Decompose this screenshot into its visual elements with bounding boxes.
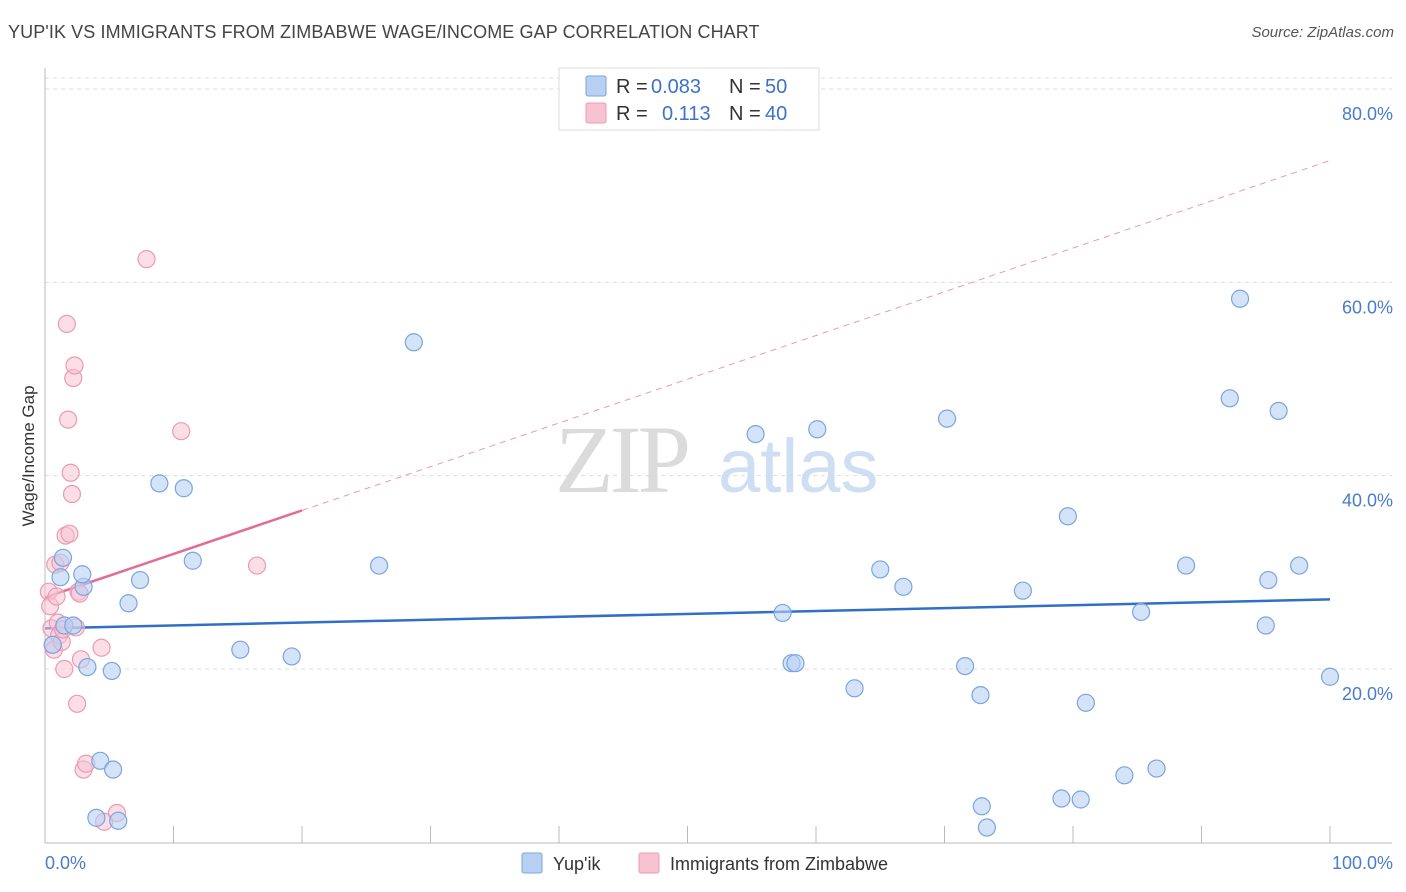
data-point-zimbabwe	[62, 484, 82, 504]
data-point-yupik	[51, 568, 70, 587]
legend-label-yupik[interactable]: Yup'ik	[553, 854, 601, 874]
data-point-yupik	[1256, 616, 1275, 635]
trend-lines	[44, 160, 1331, 630]
data-point-yupik	[102, 661, 121, 681]
chart-title: YUP'IK VS IMMIGRANTS FROM ZIMBABWE WAGE/…	[8, 22, 760, 42]
stats-n-label-yupik: N =	[729, 76, 761, 98]
data-point-zimbabwe	[57, 314, 76, 333]
stats-r-value-yupik: 0.083	[651, 76, 701, 98]
trend-line-yupik	[44, 598, 1331, 630]
data-point-yupik	[786, 654, 805, 673]
data-point-zimbabwe	[55, 659, 74, 679]
data-point-yupik	[977, 818, 997, 837]
stats-legend-swatch-zimbabwe	[585, 102, 607, 124]
data-point-yupik	[119, 594, 138, 613]
data-point-yupik	[231, 640, 250, 659]
trend-line-zimbabwe-extended	[301, 160, 1331, 511]
data-point-yupik	[746, 425, 765, 444]
data-points	[39, 250, 1340, 837]
data-point-yupik	[1290, 556, 1309, 575]
data-point-yupik	[1115, 766, 1134, 785]
data-point-zimbabwe	[68, 694, 87, 713]
data-point-yupik	[104, 760, 123, 779]
data-point-zimbabwe	[172, 422, 191, 441]
series-legend: Yup'ik Immigrants from Zimbabwe	[521, 852, 888, 874]
grid-lines	[45, 77, 1392, 670]
data-point-yupik	[78, 657, 97, 677]
data-point-yupik	[91, 751, 110, 770]
data-point-yupik	[955, 656, 975, 676]
stats-legend: R = 0.083 N = 50 R = 0.113 N = 40	[558, 67, 820, 131]
data-point-yupik	[1076, 693, 1095, 712]
data-point-yupik	[73, 565, 92, 584]
stats-n-value-yupik: 50	[765, 76, 787, 98]
axes	[44, 68, 1392, 844]
stats-r-label-zimbabwe: R =	[616, 103, 648, 125]
source-label: Source: ZipAtlas.com	[1251, 24, 1394, 41]
stats-n-value-zimbabwe: 40	[765, 103, 787, 125]
data-point-yupik	[773, 603, 792, 623]
watermark-atlas: atlas	[718, 424, 879, 509]
data-point-yupik	[1320, 667, 1340, 686]
y-tick-label: 60.0%	[1342, 297, 1393, 317]
stats-legend-swatch-yupik	[585, 75, 607, 97]
data-point-zimbabwe	[61, 463, 80, 482]
legend-label-zimbabwe[interactable]: Immigrants from Zimbabwe	[670, 854, 888, 874]
data-point-yupik	[1132, 602, 1151, 622]
stats-r-value-zimbabwe: 0.113	[662, 103, 711, 125]
x-tick-label-start: 0.0%	[45, 853, 86, 873]
data-point-yupik	[1147, 759, 1166, 778]
data-point-yupik	[808, 420, 827, 439]
data-point-yupik	[871, 560, 890, 579]
stats-n-label-zimbabwe: N =	[729, 103, 761, 125]
data-point-yupik	[1269, 401, 1288, 420]
data-point-yupik	[972, 797, 991, 816]
data-point-zimbabwe	[60, 524, 79, 543]
data-point-yupik	[1071, 790, 1090, 809]
x-tick-label-end: 100.0%	[1332, 853, 1393, 873]
data-point-yupik	[1220, 389, 1239, 408]
y-tick-label: 20.0%	[1342, 684, 1393, 704]
data-point-yupik	[370, 556, 389, 575]
data-point-yupik	[174, 479, 193, 498]
data-point-zimbabwe	[137, 250, 156, 269]
data-point-zimbabwe	[92, 638, 111, 657]
legend-swatch-yupik[interactable]	[521, 852, 543, 874]
data-point-yupik	[937, 409, 957, 428]
y-axis-label: Wage/Income Gap	[19, 385, 38, 526]
data-point-yupik	[1052, 789, 1071, 808]
legend-swatch-zimbabwe[interactable]	[638, 852, 660, 874]
data-point-yupik	[43, 635, 62, 654]
data-point-yupik	[845, 679, 864, 698]
data-point-yupik	[87, 808, 106, 827]
data-point-yupik	[1013, 581, 1032, 600]
data-point-yupik	[53, 548, 73, 567]
data-point-yupik	[1176, 556, 1196, 575]
data-point-yupik	[894, 577, 913, 596]
data-point-zimbabwe	[59, 410, 78, 429]
data-point-zimbabwe	[65, 356, 84, 375]
tick-labels: 20.0% 40.0% 60.0% 80.0% 0.0% 100.0%	[45, 104, 1393, 873]
stats-r-label-yupik: R =	[616, 76, 648, 98]
watermark: ZIP atlas	[555, 406, 879, 513]
data-point-yupik	[130, 570, 150, 590]
y-tick-label: 80.0%	[1342, 104, 1393, 124]
data-point-yupik	[150, 474, 169, 493]
data-point-yupik	[1259, 570, 1278, 590]
data-point-yupik	[64, 616, 83, 635]
data-point-yupik	[183, 551, 202, 570]
y-tick-label: 40.0%	[1342, 491, 1393, 511]
watermark-zip: ZIP	[555, 406, 688, 513]
data-point-zimbabwe	[247, 556, 267, 575]
data-point-yupik	[1058, 507, 1077, 526]
data-point-yupik	[404, 333, 423, 352]
data-point-yupik	[109, 811, 128, 830]
data-point-zimbabwe	[47, 587, 66, 606]
data-point-yupik	[1230, 289, 1250, 308]
data-point-yupik	[971, 685, 990, 705]
data-point-yupik	[282, 647, 301, 666]
